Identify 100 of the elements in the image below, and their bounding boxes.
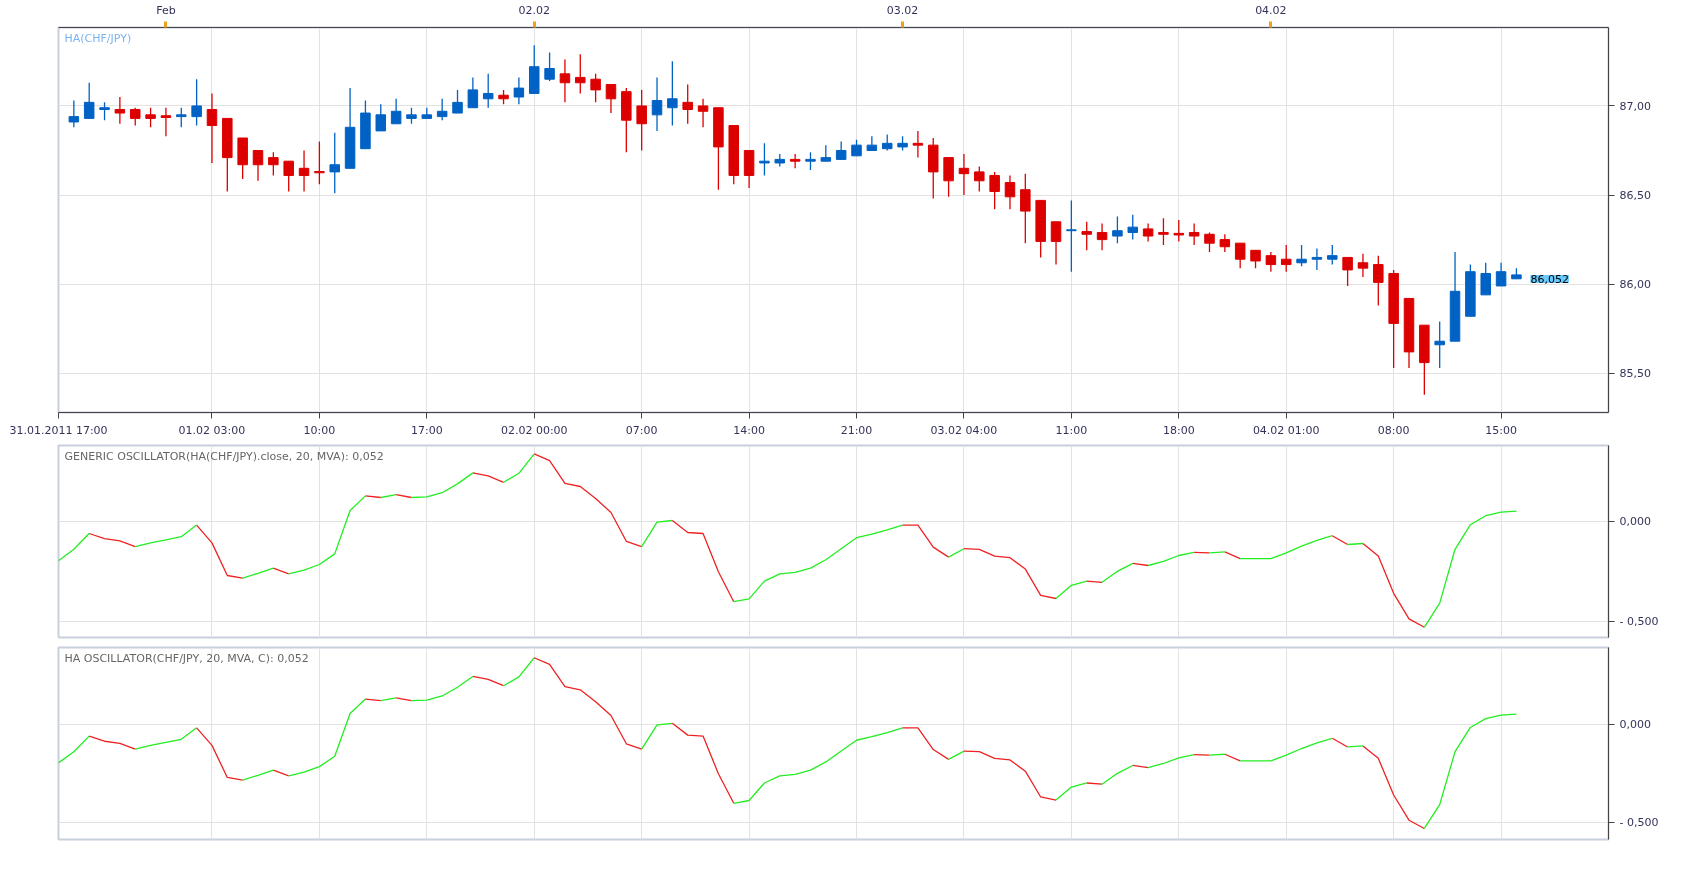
candlestick: [68, 99, 80, 128]
y-tick-label: - 0,500: [1619, 816, 1659, 830]
line-series: [671, 722, 735, 804]
candlestick: [176, 107, 187, 128]
candlestick: [636, 89, 647, 152]
candlestick: [697, 98, 709, 128]
candlestick: [789, 153, 801, 169]
line-series: [1147, 551, 1195, 567]
line-series: [1239, 535, 1333, 560]
candlestick: [1020, 173, 1031, 244]
line-series: [1423, 713, 1518, 830]
x-tick-label: 04.02 01:00: [1252, 423, 1320, 437]
candlestick: [682, 83, 693, 125]
candlestick: [436, 98, 448, 121]
x-tick-label: 31.01.2011 17:00: [9, 423, 108, 437]
x-tick-label: 07:00: [625, 423, 658, 437]
x2-tick-label: 04.02: [1255, 3, 1287, 17]
line-series: [963, 750, 1057, 801]
annotation: 86,052: [1530, 272, 1569, 286]
candlestick: [298, 149, 310, 193]
line-series: [533, 453, 643, 548]
line-series: [410, 675, 474, 702]
x-tick-label: 10:00: [303, 423, 336, 437]
candlestick: [1357, 253, 1369, 278]
candlestick: [283, 160, 294, 193]
candlestick: [114, 96, 126, 125]
x-tick-label: 17:00: [410, 423, 443, 437]
line-series: [134, 727, 198, 750]
candlestick: [1234, 242, 1246, 269]
x-tick-label: 18:00: [1162, 423, 1195, 437]
y-tick-label: - 0,500: [1619, 615, 1659, 628]
candlestick: [667, 60, 678, 127]
candlestick: [1434, 320, 1445, 369]
line-series: [1423, 510, 1518, 628]
candlestick: [1296, 244, 1307, 267]
line-series: [134, 524, 198, 548]
candlestick: [1188, 222, 1200, 246]
line-series: [1147, 753, 1195, 769]
line-series: [195, 524, 244, 579]
x-tick-label: 08:00: [1377, 423, 1410, 437]
candlestick: [452, 89, 463, 114]
line-series: [1362, 542, 1425, 628]
x2-tick-label: 03.02: [886, 3, 919, 17]
candlestick: [605, 83, 617, 114]
candlestick: [590, 73, 601, 104]
candlestick: [989, 171, 1000, 210]
candlestick: [1066, 199, 1077, 273]
line-series: [288, 698, 367, 777]
candlestick: [1265, 251, 1277, 273]
candlestick: [467, 76, 479, 109]
candlestick: [252, 149, 264, 182]
line-series: [733, 727, 904, 804]
candlestick: [575, 53, 586, 95]
chart-title: GENERIC OSCILLATOR(HA(CHF/JPY).close, 20, MVA): 0,052: [64, 449, 384, 463]
line-series: [410, 472, 474, 499]
line-series: [195, 727, 244, 781]
y-tick-label: 0,000: [1619, 515, 1651, 528]
candlestick: [651, 76, 663, 132]
candlestick: [314, 140, 325, 185]
y-tick-label: 86,00: [1619, 278, 1651, 292]
candlestick: [1096, 222, 1108, 251]
candlestick: [1311, 247, 1323, 271]
candlestick: [974, 165, 985, 193]
candlestick: [912, 130, 924, 159]
candlestick: [943, 156, 954, 198]
candlestick: [1204, 231, 1215, 253]
candlestick: [544, 51, 555, 82]
y-tick-label: 86,50: [1619, 189, 1651, 203]
text: HA OSCILLATOR(CHF/JPY, 20, MVA, C): 0,052: [64, 651, 309, 665]
x-tick-label: 01.02 03:00: [178, 423, 246, 437]
x-tick-label: 02.02 00:00: [500, 423, 568, 437]
line-series: [88, 532, 136, 548]
y-tick-label: 0,000: [1619, 717, 1651, 731]
line-series: [963, 548, 1057, 600]
y-tick-label: 87,00: [1619, 99, 1651, 113]
line-series: [288, 495, 367, 575]
candlestick: [1112, 215, 1123, 244]
candlestick: [958, 153, 970, 196]
candlestick: [1158, 217, 1169, 246]
candlestick: [1327, 244, 1338, 266]
x2-tick-label: Feb: [156, 3, 176, 17]
candlestick: [390, 98, 402, 125]
x-tick-label: 03.02 04:00: [930, 423, 998, 437]
candlestick: [268, 151, 279, 177]
candlestick: [1127, 214, 1139, 241]
candlestick: [559, 58, 571, 104]
x-tick-label: 15:00: [1485, 423, 1517, 437]
line-series: [733, 524, 904, 603]
candlestick: [145, 107, 156, 128]
chart-title: HA(CHF/JPY): [64, 31, 132, 45]
candlestick: [1004, 174, 1016, 210]
candlestick: [1342, 256, 1353, 287]
x-tick-label: 14:00: [733, 423, 765, 437]
candlestick: [1050, 221, 1062, 266]
candlestick: [206, 92, 218, 164]
line-series: [671, 519, 735, 603]
candlestick: [1480, 262, 1491, 296]
x2-tick-label: 02.02: [518, 3, 550, 17]
candlestick: [759, 142, 770, 177]
candlestick: [1495, 262, 1507, 287]
